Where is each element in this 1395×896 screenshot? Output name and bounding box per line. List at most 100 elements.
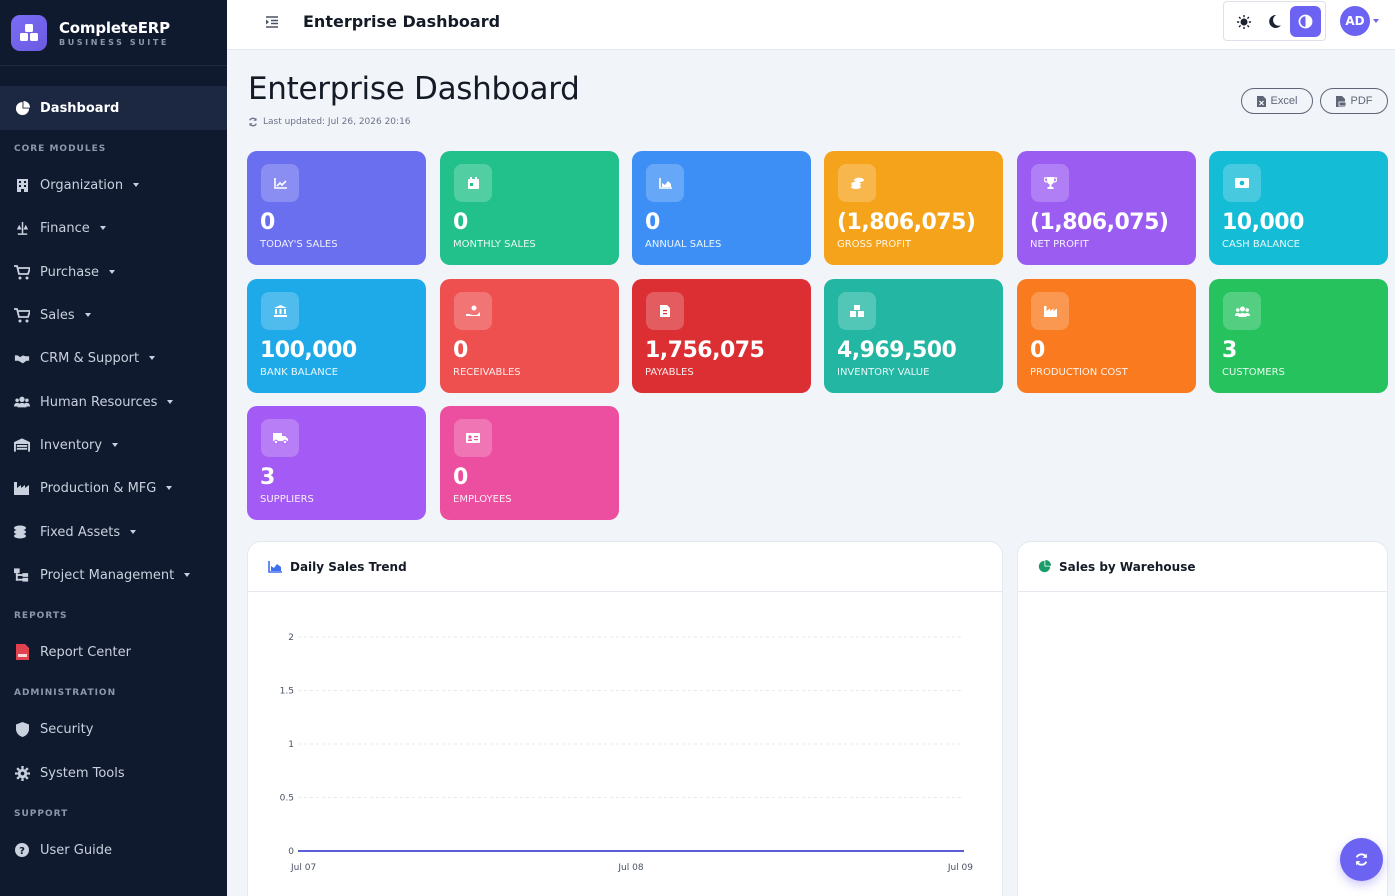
refresh-button[interactable] <box>1340 838 1383 881</box>
id-card-icon <box>454 419 492 457</box>
kpi-customers[interactable]: 3 CUSTOMERS <box>1209 279 1388 393</box>
y-tick-label: 0 <box>288 847 294 857</box>
chart-area-icon <box>268 560 282 573</box>
kpi-inventory-value[interactable]: 4,969,500 INVENTORY VALUE <box>824 279 1003 393</box>
cog-icon <box>14 765 30 781</box>
kpi-monthly-sales[interactable]: 0 MONTHLY SALES <box>440 151 619 265</box>
building-icon <box>14 177 30 193</box>
chevron-down-icon <box>109 270 116 274</box>
pie-chart-icon <box>1038 560 1051 573</box>
topbar: Enterprise Dashboard AD <box>227 0 1395 50</box>
sidebar-item-security[interactable]: Security <box>0 708 227 750</box>
sidebar-item-label: Finance <box>40 220 90 236</box>
sidebar-item-inventory[interactable]: Inventory <box>0 424 227 466</box>
sidebar-item-project-management[interactable]: Project Management <box>0 554 227 596</box>
x-tick-label: Jul 08 <box>617 863 643 873</box>
svg-text:?: ? <box>19 846 25 857</box>
brand-name: CompleteERP <box>59 18 170 37</box>
sidebar-item-label: Purchase <box>40 264 100 280</box>
sidebar-item-user-guide[interactable]: ? User Guide <box>0 829 227 871</box>
warehouse-icon <box>14 437 30 453</box>
theme-switcher <box>1223 1 1326 41</box>
sidebar-item-production-mfg[interactable]: Production & MFG <box>0 467 227 509</box>
kpi-label: GROSS PROFIT <box>837 239 912 250</box>
kpi-label: PAYABLES <box>645 367 694 378</box>
pdf-file-icon <box>1335 95 1346 107</box>
excel-file-icon <box>1256 95 1266 107</box>
panel-title: Daily Sales Trend <box>290 559 407 574</box>
kpi-production-cost[interactable]: 0 PRODUCTION COST <box>1017 279 1196 393</box>
sidebar-item-label: Production & MFG <box>40 480 157 496</box>
kpi-suppliers[interactable]: 3 SUPPLIERS <box>247 406 426 520</box>
sidebar-item-crm-support[interactable]: CRM & Support <box>0 337 227 379</box>
menu-toggle-icon[interactable] <box>265 14 283 32</box>
kpi-todays-sales[interactable]: 0 TODAY'S SALES <box>247 151 426 265</box>
chart-area-icon <box>646 164 684 202</box>
brand[interactable]: CompleteERP BUSINESS SUITE <box>0 0 227 66</box>
sidebar-item-purchase[interactable]: Purchase <box>0 251 227 293</box>
kpi-receivables[interactable]: 0 RECEIVABLES <box>440 279 619 393</box>
theme-auto-button[interactable] <box>1290 6 1321 37</box>
kpi-gross-profit[interactable]: (1,806,075) GROSS PROFIT <box>824 151 1003 265</box>
sidebar-item-system-tools[interactable]: System Tools <box>0 752 227 794</box>
header-title: Enterprise Dashboard <box>303 12 501 31</box>
sidebar-item-fixed-assets[interactable]: Fixed Assets <box>0 511 227 553</box>
industry-icon <box>1031 292 1069 330</box>
kpi-value: 10,000 <box>1222 210 1304 235</box>
chevron-down-icon <box>130 530 137 534</box>
sync-icon <box>1355 853 1368 866</box>
contrast-icon <box>1298 14 1313 29</box>
avatar[interactable]: AD <box>1340 6 1370 36</box>
kpi-label: CASH BALANCE <box>1222 239 1300 250</box>
y-tick-label: 2 <box>288 633 294 643</box>
export-excel-label: Excel <box>1270 95 1298 107</box>
sales-trend-chart[interactable]: 0 0.5 1 1.5 2 Jul 07 Jul 08 Jul 09 <box>248 593 1002 896</box>
coins-icon <box>838 164 876 202</box>
kpi-value: 1,756,075 <box>645 338 765 363</box>
cart-icon <box>14 307 30 323</box>
panel-header: Daily Sales Trend <box>248 542 1002 592</box>
industry-icon <box>14 480 30 496</box>
y-tick-label: 1.5 <box>280 687 294 697</box>
kpi-value: 3 <box>260 465 275 490</box>
sidebar-item-human-resources[interactable]: Human Resources <box>0 381 227 423</box>
chevron-down-icon <box>166 486 173 490</box>
boxes-icon <box>838 292 876 330</box>
last-updated-text: Last updated: Jul 26, 2026 20:16 <box>263 117 411 127</box>
kpi-value: (1,806,075) <box>837 210 976 235</box>
logo-icon <box>11 14 47 51</box>
kpi-net-profit[interactable]: (1,806,075) NET PROFIT <box>1017 151 1196 265</box>
sidebar-item-label: Report Center <box>40 644 131 660</box>
kpi-cash-balance[interactable]: 10,000 CASH BALANCE <box>1209 151 1388 265</box>
sidebar-item-label: Security <box>40 721 94 737</box>
sidebar-item-label: Inventory <box>40 437 103 453</box>
chevron-down-icon[interactable] <box>1373 19 1379 23</box>
kpi-value: 0 <box>1030 338 1045 363</box>
kpi-payables[interactable]: 1,756,075 PAYABLES <box>632 279 811 393</box>
y-tick-label: 0.5 <box>280 794 294 804</box>
kpi-value: 0 <box>453 465 468 490</box>
kpi-label: EMPLOYEES <box>453 494 512 505</box>
money-bill-icon <box>1223 164 1261 202</box>
chevron-down-icon <box>184 573 191 577</box>
theme-dark-button[interactable] <box>1259 6 1290 37</box>
kpi-bank-balance[interactable]: 100,000 BANK BALANCE <box>247 279 426 393</box>
kpi-value: 0 <box>453 338 468 363</box>
kpi-employees[interactable]: 0 EMPLOYEES <box>440 406 619 520</box>
sidebar-item-dashboard[interactable]: Dashboard <box>0 86 227 130</box>
theme-light-button[interactable] <box>1228 6 1259 37</box>
sidebar-item-sales[interactable]: Sales <box>0 294 227 336</box>
shield-icon <box>14 721 30 737</box>
export-excel-button[interactable]: Excel <box>1241 88 1313 114</box>
section-support: SUPPORT <box>14 809 69 819</box>
export-pdf-button[interactable]: PDF <box>1320 88 1388 114</box>
hand-holding-dollar-icon <box>454 292 492 330</box>
kpi-value: 0 <box>453 210 468 235</box>
sidebar-item-organization[interactable]: Organization <box>0 164 227 206</box>
sidebar-item-report-center[interactable]: Report Center <box>0 631 227 673</box>
kpi-annual-sales[interactable]: 0 ANNUAL SALES <box>632 151 811 265</box>
page-title: Enterprise Dashboard <box>248 71 580 107</box>
sidebar-item-finance[interactable]: Finance <box>0 207 227 249</box>
kpi-label: PRODUCTION COST <box>1030 367 1128 378</box>
kpi-label: INVENTORY VALUE <box>837 367 930 378</box>
